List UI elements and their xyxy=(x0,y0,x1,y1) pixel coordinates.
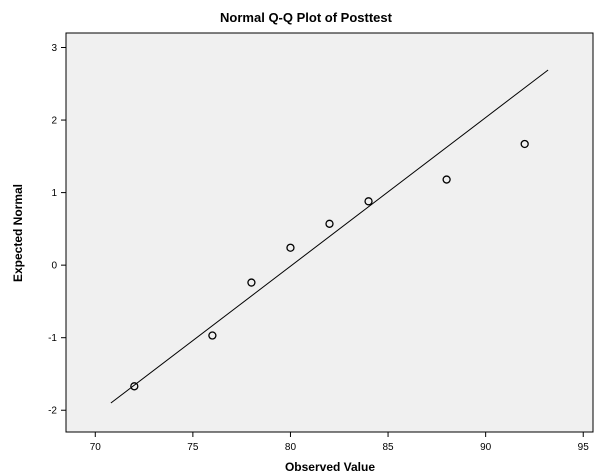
x-axis-label: Observed Value xyxy=(285,460,375,473)
x-tick-label: 80 xyxy=(285,442,297,453)
reference-line xyxy=(110,69,549,404)
data-point xyxy=(286,243,295,252)
x-tick-label: 85 xyxy=(382,442,394,453)
data-point xyxy=(520,139,529,149)
data-point xyxy=(208,331,217,340)
y-tick-label: -1 xyxy=(48,333,57,344)
plot-area xyxy=(65,32,594,433)
y-tick-label: 3 xyxy=(51,43,57,54)
y-tick-label: -2 xyxy=(48,406,57,417)
x-tick-label: 95 xyxy=(578,442,590,453)
y-tick-label: 0 xyxy=(51,261,57,272)
data-point xyxy=(364,197,373,206)
x-tick-label: 75 xyxy=(187,442,199,453)
y-tick-label: 1 xyxy=(51,188,57,199)
chart-title: Normal Q-Q Plot of Posttest xyxy=(220,10,393,25)
data-points xyxy=(130,139,529,391)
data-point xyxy=(247,278,256,287)
y-axis-label: Expected Normal xyxy=(11,184,25,282)
y-tick-label: 2 xyxy=(51,116,57,127)
y-axis: -2 -1 0 1 2 3 xyxy=(48,43,66,417)
data-point xyxy=(130,382,139,391)
data-point xyxy=(325,219,334,228)
data-point xyxy=(442,175,451,184)
x-tick-label: 90 xyxy=(480,442,492,453)
x-tick-label: 70 xyxy=(90,442,102,453)
x-axis: 70 75 80 85 90 95 xyxy=(90,432,590,453)
